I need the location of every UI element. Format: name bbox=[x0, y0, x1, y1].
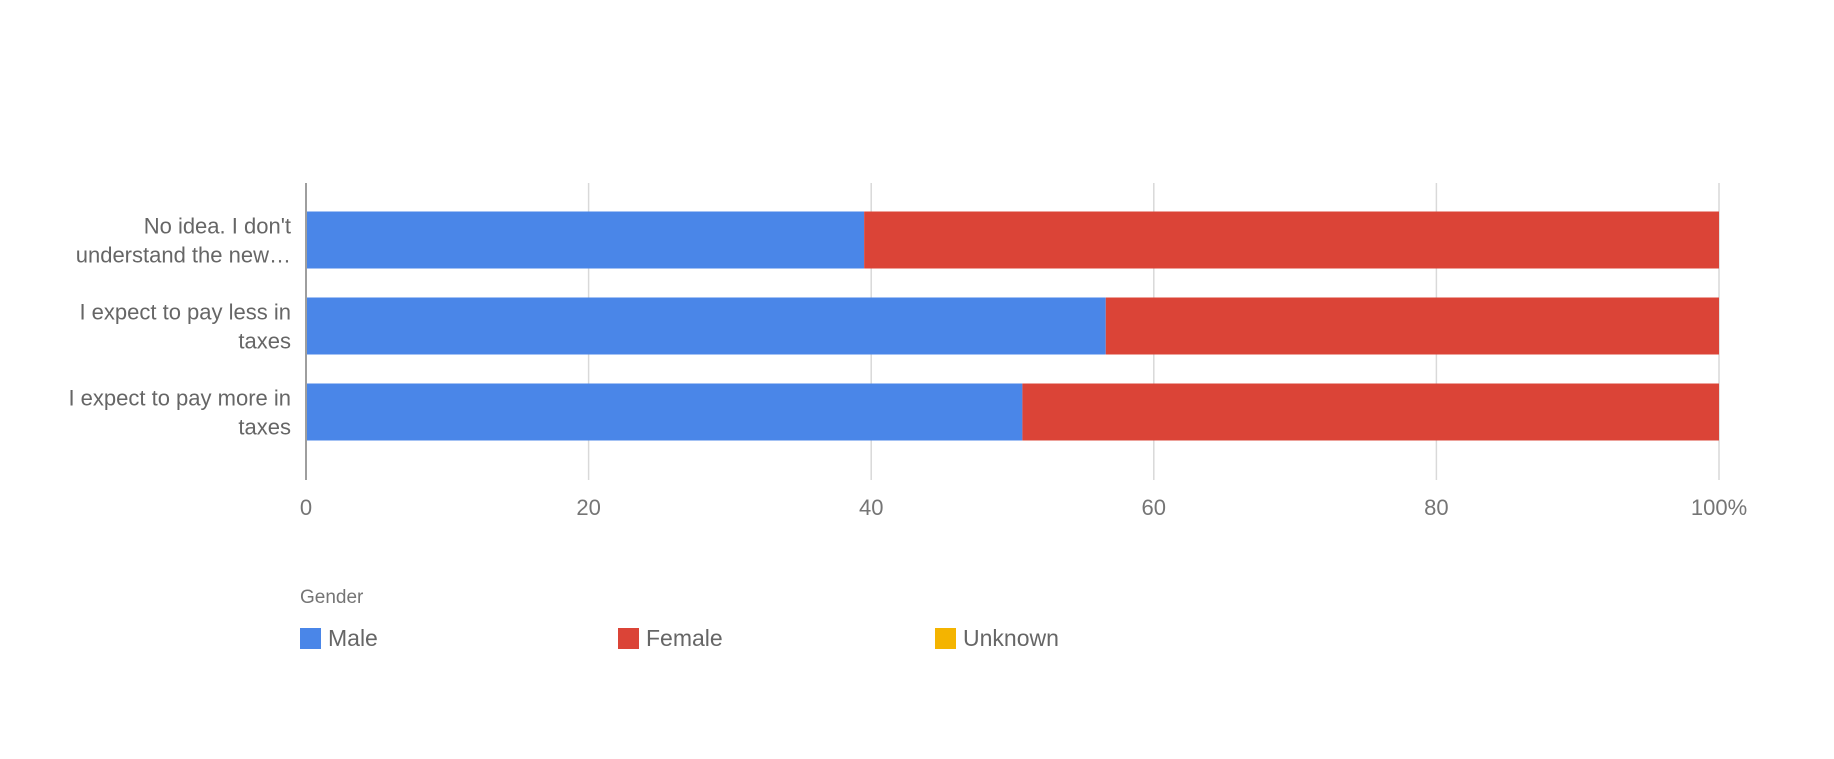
category-labels: No idea. I don't understand the new… I exp… bbox=[68, 213, 291, 439]
bars bbox=[306, 211, 1719, 441]
category-label-2: I expect to pay less in taxes bbox=[79, 299, 291, 353]
bar-male-3[interactable] bbox=[306, 383, 1023, 441]
x-tick-label-60: 60 bbox=[1142, 495, 1166, 520]
category-label-line: I expect to pay more in bbox=[68, 385, 291, 410]
category-label-line: taxes bbox=[238, 328, 291, 353]
category-label-line: No idea. I don't bbox=[144, 213, 291, 238]
category-label-3: I expect to pay more in taxes bbox=[68, 385, 291, 439]
legend-label-male: Male bbox=[328, 625, 378, 651]
legend-label-female: Female bbox=[646, 625, 723, 651]
legend-title: Gender bbox=[300, 587, 364, 608]
x-tick-label-0: 0 bbox=[300, 495, 312, 520]
x-tick-label-80: 80 bbox=[1424, 495, 1448, 520]
x-tick-label-20: 20 bbox=[576, 495, 600, 520]
legend-label-unknown: Unknown bbox=[963, 625, 1059, 651]
category-label-line: taxes bbox=[238, 414, 291, 439]
x-tick-label-100: 100% bbox=[1691, 495, 1747, 520]
x-tick-labels: 0 20 40 60 80 100% bbox=[300, 495, 1747, 520]
category-label-line: I expect to pay less in bbox=[79, 299, 291, 324]
bar-female-3[interactable] bbox=[1022, 383, 1719, 441]
legend-item-male[interactable]: Male bbox=[300, 625, 378, 651]
category-label-1: No idea. I don't understand the new… bbox=[76, 213, 291, 267]
x-tick-label-40: 40 bbox=[859, 495, 883, 520]
legend-item-unknown[interactable]: Unknown bbox=[935, 625, 1059, 651]
legend-swatch-male bbox=[300, 628, 321, 649]
legend: Gender Male Female Unknown bbox=[300, 587, 1059, 651]
legend-item-female[interactable]: Female bbox=[618, 625, 723, 651]
bar-female-2[interactable] bbox=[1105, 297, 1719, 355]
bar-male-1[interactable] bbox=[306, 211, 865, 269]
legend-swatch-female bbox=[618, 628, 639, 649]
category-label-line: understand the new… bbox=[76, 242, 291, 267]
bar-male-2[interactable] bbox=[306, 297, 1106, 355]
bar-female-1[interactable] bbox=[864, 211, 1719, 269]
legend-swatch-unknown bbox=[935, 628, 956, 649]
